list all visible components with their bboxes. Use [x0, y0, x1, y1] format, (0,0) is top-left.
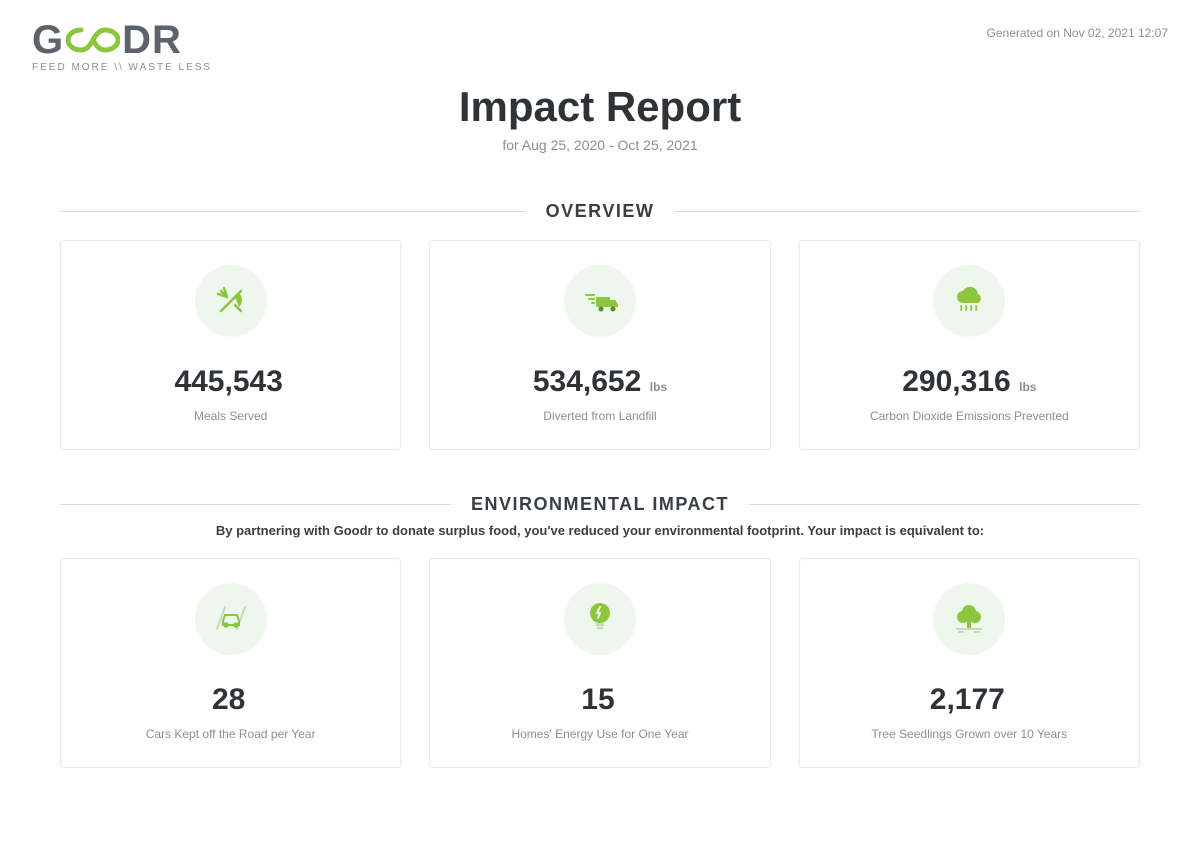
landfill-label: Diverted from Landfill	[446, 409, 753, 423]
environmental-section: ENVIRONMENTAL IMPACT By partnering with …	[0, 494, 1200, 768]
overview-section-label: OVERVIEW	[546, 201, 655, 222]
divider-right	[674, 211, 1140, 212]
overview-card-meals: 445,543 Meals Served	[60, 240, 401, 450]
homes-value: 15	[581, 683, 614, 717]
trees-value: 2,177	[930, 683, 1005, 717]
co2-value: 290,316	[902, 365, 1010, 399]
meals-value: 445,543	[174, 365, 282, 399]
bulb-icon	[564, 583, 636, 655]
environmental-section-label: ENVIRONMENTAL IMPACT	[471, 494, 729, 515]
tree-icon	[933, 583, 1005, 655]
divider-left	[60, 211, 526, 212]
metric-value-row: 445,543	[77, 365, 384, 399]
trees-label: Tree Seedlings Grown over 10 Years	[816, 727, 1123, 741]
header: G DR FEED MORE \\ WASTE LESS Generated o…	[0, 0, 1200, 73]
co2-label: Carbon Dioxide Emissions Prevented	[816, 409, 1123, 423]
overview-card-landfill: 534,652 lbs Diverted from Landfill	[429, 240, 770, 450]
divider-left	[60, 504, 451, 505]
date-range: for Aug 25, 2020 - Oct 25, 2021	[0, 137, 1200, 153]
logo-wordmark: G DR	[32, 20, 182, 60]
logo: G DR FEED MORE \\ WASTE LESS	[32, 20, 212, 73]
metric-value-row: 2,177	[816, 683, 1123, 717]
title-block: Impact Report for Aug 25, 2020 - Oct 25,…	[0, 83, 1200, 153]
environmental-section-header: ENVIRONMENTAL IMPACT	[60, 494, 1140, 515]
env-card-cars: 28 Cars Kept off the Road per Year	[60, 558, 401, 768]
generated-timestamp: Generated on Nov 02, 2021 12:07	[987, 26, 1168, 40]
overview-card-co2: 290,316 lbs Carbon Dioxide Emissions Pre…	[799, 240, 1140, 450]
meals-icon	[195, 265, 267, 337]
car-icon	[195, 583, 267, 655]
overview-section-header: OVERVIEW	[60, 201, 1140, 222]
landfill-value: 534,652	[533, 365, 641, 399]
homes-label: Homes' Energy Use for One Year	[446, 727, 753, 741]
cars-label: Cars Kept off the Road per Year	[77, 727, 384, 741]
meals-label: Meals Served	[77, 409, 384, 423]
env-card-trees: 2,177 Tree Seedlings Grown over 10 Years	[799, 558, 1140, 768]
metric-value-row: 15	[446, 683, 753, 717]
logo-tagline: FEED MORE \\ WASTE LESS	[32, 62, 212, 73]
cloud-icon	[933, 265, 1005, 337]
logo-infinity-icon	[66, 26, 120, 54]
logo-text-right: DR	[122, 20, 182, 60]
cars-value: 28	[212, 683, 245, 717]
overview-card-row: 445,543 Meals Served	[60, 240, 1140, 450]
page-title: Impact Report	[0, 83, 1200, 131]
landfill-unit: lbs	[650, 380, 667, 394]
logo-text-left: G	[32, 20, 64, 60]
co2-unit: lbs	[1019, 380, 1036, 394]
truck-icon	[564, 265, 636, 337]
metric-value-row: 534,652 lbs	[446, 365, 753, 399]
divider-right	[749, 504, 1140, 505]
overview-section: OVERVIEW 445,543 Meals Served	[0, 201, 1200, 450]
env-card-homes: 15 Homes' Energy Use for One Year	[429, 558, 770, 768]
metric-value-row: 28	[77, 683, 384, 717]
metric-value-row: 290,316 lbs	[816, 365, 1123, 399]
environmental-subtitle: By partnering with Goodr to donate surpl…	[60, 523, 1140, 538]
environmental-card-row: 28 Cars Kept off the Road per Year 15 Ho…	[60, 558, 1140, 768]
